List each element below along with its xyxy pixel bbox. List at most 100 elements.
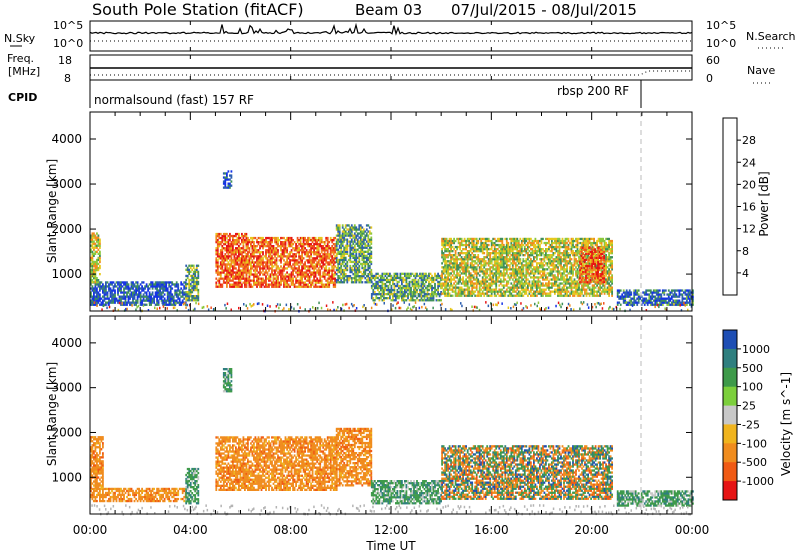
heatmap-cell <box>230 170 233 173</box>
heatmap-cell <box>260 267 263 270</box>
heatmap-cell <box>132 291 134 294</box>
heatmap-cell <box>331 279 334 282</box>
heatmap-cell <box>499 290 502 293</box>
heatmap-cell <box>97 234 100 237</box>
heatmap-cell <box>487 252 490 255</box>
heatmap-cell <box>320 251 323 254</box>
heatmap-cell <box>520 284 523 287</box>
heatmap-cell <box>459 290 461 293</box>
heatmap-cell <box>129 295 131 298</box>
heatmap-cell <box>138 289 140 292</box>
heatmap-cell <box>505 252 508 255</box>
heatmap-cell <box>229 259 231 262</box>
heatmap-cell <box>169 289 172 292</box>
heatmap-cell <box>180 281 183 284</box>
heatmap-cell <box>277 265 279 268</box>
heatmap-cell <box>350 246 353 249</box>
heatmap-cell <box>536 241 538 245</box>
heatmap-cell <box>156 301 158 304</box>
heatmap-cell <box>536 270 538 273</box>
heatmap-cell <box>329 261 332 264</box>
heatmap-cell <box>93 242 95 245</box>
heatmap-cell <box>450 280 452 283</box>
heatmap-cell <box>355 273 358 276</box>
heatmap-cell <box>422 284 424 288</box>
heatmap-cell <box>555 248 558 251</box>
heatmap-cell <box>235 251 237 254</box>
heatmap-cell <box>361 242 364 245</box>
heatmap-cell <box>453 241 455 245</box>
heatmap-cell <box>332 273 335 276</box>
heatmap-cell <box>334 257 337 260</box>
heatmap-cell <box>290 245 293 248</box>
heatmap-cell <box>289 265 291 268</box>
heatmap-cell <box>338 252 341 255</box>
heatmap-cell <box>543 264 546 267</box>
heatmap-cell <box>295 243 297 246</box>
heatmap-cell <box>194 270 197 273</box>
heatmap-cell <box>355 281 358 284</box>
heatmap-cell <box>172 303 175 306</box>
heatmap-cell <box>268 251 270 254</box>
heatmap-cell <box>268 279 270 282</box>
heatmap-cell <box>105 289 107 292</box>
heatmap-cell <box>498 264 501 267</box>
heatmap-cell <box>499 264 502 267</box>
heatmap-cell <box>326 269 329 272</box>
heatmap-cell <box>218 245 221 248</box>
heatmap-cell <box>528 241 531 245</box>
heatmap-cell <box>355 238 358 241</box>
heatmap-cell <box>460 264 463 267</box>
heatmap-cell <box>298 285 300 288</box>
heatmap-cell <box>230 261 233 264</box>
heatmap-cell <box>483 260 486 263</box>
heatmap-cell <box>117 291 119 294</box>
heatmap-cell <box>341 234 344 237</box>
heatmap-cell <box>94 234 97 237</box>
heatmap-cell <box>292 259 294 262</box>
heatmap-cell <box>340 264 343 268</box>
heatmap-cell <box>343 232 346 235</box>
heatmap-cell <box>278 267 281 270</box>
heatmap-cell <box>523 250 526 253</box>
heatmap-cell <box>221 234 224 238</box>
heatmap-cell <box>398 291 400 294</box>
heatmap-cell <box>361 252 364 255</box>
heatmap-cell <box>302 265 305 268</box>
heatmap-cell <box>323 263 326 266</box>
heatmap-cell <box>393 278 396 282</box>
heatmap-cell <box>460 237 463 241</box>
heatmap-cell <box>362 246 365 249</box>
heatmap-cell <box>496 248 499 251</box>
heatmap-cell <box>511 256 514 259</box>
heatmap-cell <box>304 283 306 286</box>
heatmap-cell <box>266 241 269 244</box>
heatmap-cell <box>178 299 181 302</box>
heatmap-cell <box>493 260 496 263</box>
heatmap-cell <box>474 290 477 293</box>
heatmap-cell <box>520 270 523 273</box>
cpid-strip: CPID normalsound (fast) 157 RF rbsp 200 … <box>8 80 642 108</box>
heatmap-cell <box>316 257 319 260</box>
heatmap-cell <box>510 239 513 243</box>
heatmap-cell <box>487 274 490 277</box>
heatmap-cell <box>172 283 175 286</box>
heatmap-cell <box>160 295 163 298</box>
heatmap-cell <box>401 288 403 292</box>
heatmap-cell <box>347 254 350 257</box>
heatmap-cell <box>358 244 361 247</box>
heatmap-cell <box>423 272 426 275</box>
heatmap-cell <box>277 267 279 270</box>
heatmap-cell <box>520 274 523 277</box>
heatmap-cell <box>525 250 528 253</box>
heatmap-cell <box>469 290 472 293</box>
heatmap-cell <box>487 239 490 243</box>
heatmap-cell <box>319 275 322 278</box>
heatmap-cell <box>492 258 495 261</box>
heatmap-cell <box>97 281 100 284</box>
heatmap-cell <box>316 249 319 252</box>
heatmap-cell <box>368 252 371 255</box>
heatmap-cell <box>447 292 449 295</box>
heatmap-cell <box>466 282 469 285</box>
heatmap-cell <box>326 279 329 282</box>
